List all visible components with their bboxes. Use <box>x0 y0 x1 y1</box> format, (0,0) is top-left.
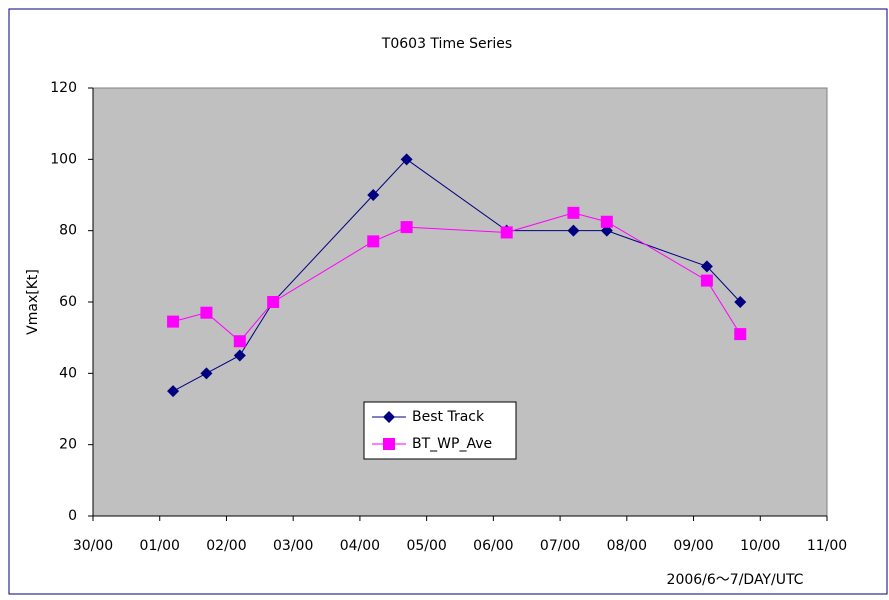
y-tick-label: 40 <box>59 365 77 381</box>
marker <box>167 385 180 398</box>
marker <box>367 189 380 201</box>
y-tick-label: 0 <box>68 508 77 524</box>
marker <box>233 335 246 348</box>
x-tick-label: 04/00 <box>340 538 380 554</box>
marker <box>383 438 395 450</box>
x-axis-label: 2006/6～7/DAY/UTC <box>667 572 804 588</box>
chart-title: T0603 Time Series <box>381 36 512 52</box>
x-tick-label: 07/00 <box>540 538 580 554</box>
marker <box>500 226 513 239</box>
marker <box>233 349 246 362</box>
x-tick-label: 03/00 <box>273 538 313 554</box>
marker <box>700 274 713 287</box>
legend-label: Best Track <box>412 409 485 425</box>
marker <box>400 221 413 234</box>
x-tick-label: 09/00 <box>673 538 713 554</box>
x-tick-label: 01/00 <box>140 538 180 554</box>
marker <box>167 315 180 328</box>
y-tick-label: 120 <box>50 80 77 96</box>
y-tick-label: 20 <box>59 437 77 453</box>
marker <box>734 296 747 308</box>
legend-label: BT_WP_Ave <box>412 436 492 452</box>
x-tick-label: 30/00 <box>73 538 113 554</box>
marker <box>567 224 580 237</box>
marker <box>600 215 613 228</box>
y-tick-label: 100 <box>50 151 77 167</box>
x-tick-label: 02/00 <box>206 538 246 554</box>
marker <box>383 411 395 423</box>
marker <box>400 153 413 166</box>
marker <box>200 367 213 380</box>
y-axis-label: Vmax[Kt] <box>25 269 41 335</box>
x-tick-label: 06/00 <box>473 538 513 554</box>
marker <box>734 328 747 341</box>
x-tick-label: 05/00 <box>406 538 446 554</box>
y-tick-label: 60 <box>59 294 77 310</box>
marker <box>200 306 213 319</box>
marker <box>267 296 280 308</box>
marker <box>700 260 713 273</box>
y-tick-label: 80 <box>59 223 77 239</box>
x-tick-label: 11/00 <box>807 538 847 554</box>
x-tick-label: 10/00 <box>740 538 780 554</box>
x-tick-label: 08/00 <box>607 538 647 554</box>
marker <box>367 235 380 248</box>
marker <box>567 206 580 219</box>
